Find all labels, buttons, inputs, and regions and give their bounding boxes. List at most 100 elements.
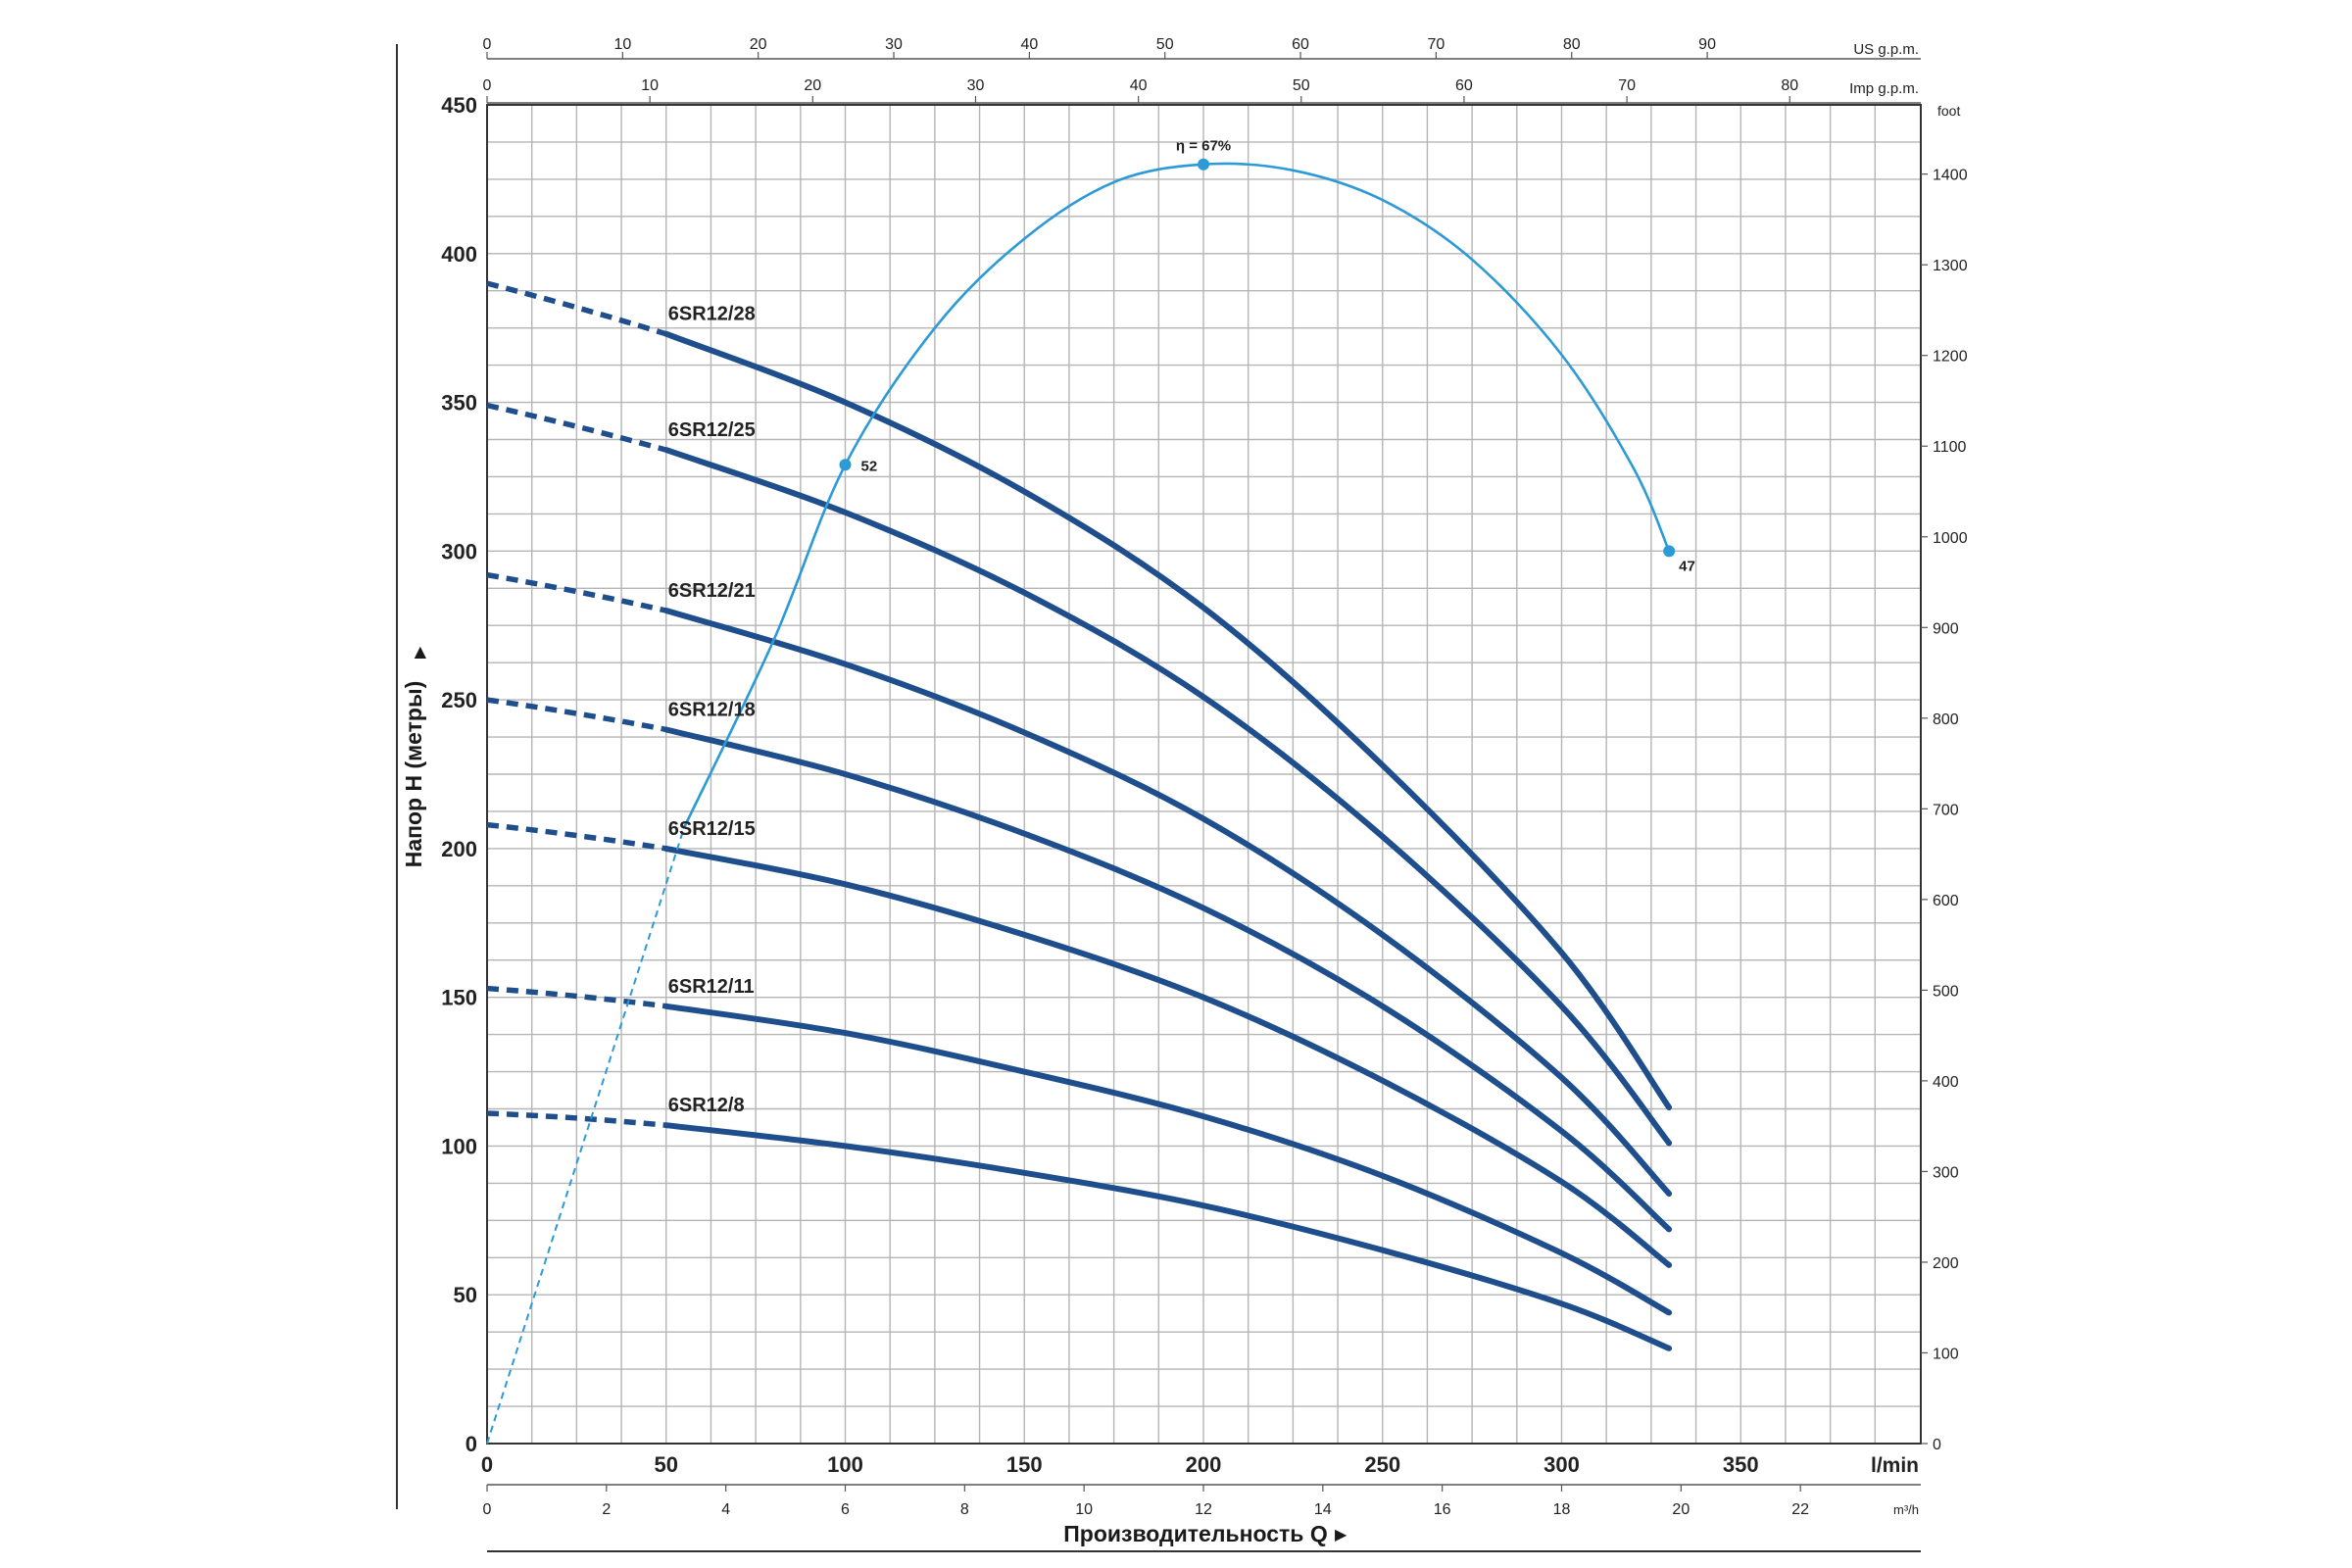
us-gpm-tick-label: 90 — [1698, 36, 1716, 53]
series-curve — [662, 845, 1673, 1268]
plot-frame — [486, 104, 1922, 1445]
series-curve — [662, 1003, 1673, 1316]
series-dashed-extension — [486, 280, 667, 337]
y-tick-label: 400 — [441, 242, 477, 267]
us-gpm-unit-label: US g.p.m. — [1853, 41, 1919, 58]
m3h-tick-label: 4 — [721, 1501, 730, 1518]
series-labels: 6SR12/28 6SR12/25 6SR12/21 6SR12/18 6SR12/15… — [668, 304, 756, 1116]
x-tick-label: 250 — [1364, 1452, 1400, 1477]
efficiency-point — [1198, 158, 1209, 171]
series-dashed-extension — [486, 402, 667, 453]
series-curve — [662, 726, 1673, 1233]
series-label: 6SR12/18 — [668, 699, 756, 720]
m3h-tick-label: 0 — [483, 1501, 492, 1518]
imp-gpm-tick-label: 70 — [1618, 77, 1636, 94]
series-label: 6SR12/28 — [668, 304, 756, 325]
us-gpm-tick-label: 70 — [1427, 36, 1445, 53]
foot-tick-label: 1300 — [1933, 258, 1968, 274]
imp-gpm-tick-label: 20 — [804, 77, 821, 94]
imp-gpm-tick-label: 40 — [1130, 77, 1148, 94]
series-curve — [662, 1122, 1673, 1351]
x-tick-label: 200 — [1186, 1452, 1222, 1477]
us-gpm-tick-label: 80 — [1563, 36, 1581, 53]
series-label: 6SR12/15 — [668, 818, 756, 840]
series-label: 6SR12/11 — [668, 976, 755, 998]
x-tick-label: 100 — [827, 1452, 863, 1477]
foot-tick-label: 700 — [1933, 802, 1959, 818]
foot-unit-label: foot — [1937, 103, 1960, 119]
x-tick-label: 50 — [655, 1452, 678, 1477]
us-gpm-tick-label: 10 — [613, 36, 631, 53]
foot-tick-label: 1200 — [1933, 349, 1968, 366]
foot-tick-label: 400 — [1933, 1074, 1959, 1091]
foot-tick-label: 1400 — [1933, 168, 1968, 184]
us-gpm-tick-label: 40 — [1020, 36, 1038, 53]
y-axis-title: Напор H (метры) — [401, 681, 426, 868]
efficiency-point-label: η = 67% — [1176, 138, 1231, 155]
imp-gpm-tick-label: 80 — [1781, 77, 1798, 94]
imp-gpm-tick-label: 60 — [1455, 77, 1473, 94]
x-tick-label: 300 — [1544, 1452, 1580, 1477]
series-label: 6SR12/8 — [668, 1095, 745, 1116]
y-tick-label: 0 — [466, 1432, 477, 1456]
x-tick-label: 350 — [1723, 1452, 1759, 1477]
series-dashed-extension — [486, 571, 667, 613]
y-tick-label: 200 — [441, 837, 477, 861]
grid — [487, 105, 1921, 1444]
imp-gpm-tick-label: 50 — [1293, 77, 1310, 94]
efficiency-point-label: 52 — [861, 458, 878, 474]
y-tick-label: 100 — [441, 1134, 477, 1158]
m3h-tick-label: 2 — [602, 1501, 611, 1518]
series-curve — [662, 330, 1673, 1110]
y-tick-label: 250 — [441, 688, 477, 712]
foot-tick-label: 800 — [1933, 711, 1959, 728]
pump-curves — [486, 280, 1673, 1351]
m3h-tick-label: 6 — [841, 1501, 850, 1518]
y-tick-label: 450 — [441, 93, 477, 118]
us-gpm-tick-label: 60 — [1292, 36, 1309, 53]
foot-tick-label: 100 — [1933, 1346, 1959, 1362]
x-tick-label: 150 — [1006, 1452, 1043, 1477]
imp-gpm-tick-label: 10 — [641, 77, 659, 94]
imp-gpm-tick-label: 30 — [967, 77, 985, 94]
m3h-tick-label: 16 — [1434, 1501, 1451, 1518]
foot-tick-label: 1100 — [1933, 439, 1967, 456]
y-tick-label: 50 — [454, 1283, 477, 1307]
foot-tick-label: 300 — [1933, 1164, 1959, 1181]
series-label: 6SR12/25 — [668, 419, 756, 441]
y-tick-label: 350 — [441, 391, 477, 416]
foot-tick-label: 900 — [1933, 620, 1959, 637]
x-unit-label: l/min — [1871, 1454, 1919, 1477]
imp-gpm-unit-label: Imp g.p.m. — [1849, 80, 1919, 97]
efficiency-curve: 52 η = 67% 47 — [486, 138, 1695, 1445]
foot-tick-label: 1000 — [1933, 530, 1968, 547]
efficiency-point-label: 47 — [1679, 558, 1695, 574]
efficiency-line — [682, 162, 1671, 829]
us-gpm-tick-label: 0 — [483, 36, 492, 53]
foot-tick-label: 200 — [1933, 1255, 1959, 1272]
m3h-tick-label: 14 — [1314, 1501, 1332, 1518]
series-curve — [662, 447, 1673, 1147]
us-gpm-tick-label: 50 — [1156, 36, 1174, 53]
efficiency-point — [839, 459, 852, 471]
m3h-tick-label: 22 — [1791, 1501, 1809, 1518]
series-dashed-extension — [486, 985, 667, 1009]
efficiency-dashed-extension — [486, 827, 685, 1445]
series-dashed-extension — [486, 821, 667, 852]
x-axis-arrow-icon: ▶ — [1335, 1527, 1348, 1544]
m3h-tick-label: 8 — [960, 1501, 969, 1518]
x-axis-title: Производительность Q — [1063, 1521, 1327, 1546]
foot-tick-label: 0 — [1933, 1437, 1941, 1453]
y-tick-label: 300 — [441, 539, 477, 564]
m3h-tick-label: 10 — [1075, 1501, 1093, 1518]
x-tick-label: 0 — [481, 1452, 493, 1477]
us-gpm-tick-label: 30 — [885, 36, 903, 53]
y-tick-label: 150 — [441, 986, 477, 1010]
series-label: 6SR12/21 — [668, 580, 756, 602]
imp-gpm-tick-label: 0 — [483, 77, 492, 94]
m3h-tick-label: 12 — [1195, 1501, 1212, 1518]
m3h-tick-label: 20 — [1672, 1501, 1690, 1518]
series-dashed-extension — [486, 1110, 667, 1128]
